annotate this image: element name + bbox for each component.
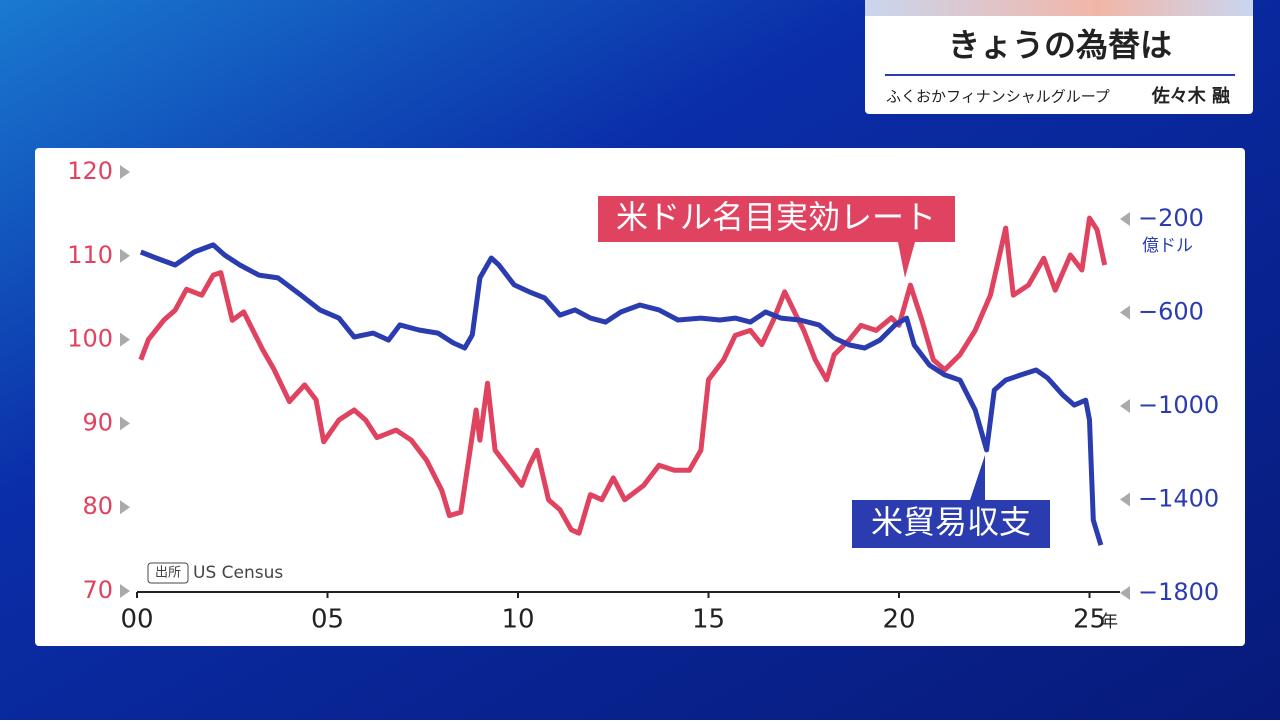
- legend-label: 米貿易収支: [871, 503, 1031, 541]
- y-tick-label: 100: [67, 325, 113, 353]
- y2-tick-label: −600: [1138, 298, 1204, 326]
- y-tick-label: 110: [67, 241, 113, 269]
- y-tick: [120, 332, 130, 347]
- plot: 00 05 10 15 20 25 70 80 90 100 110 120 −200 −600 −1000…: [67, 157, 1219, 635]
- y-tick: [120, 248, 130, 263]
- y2-tick-label: −1800: [1138, 578, 1219, 606]
- y-tick: [120, 416, 130, 431]
- source: US Census: [193, 563, 283, 583]
- legend-label: 米ドル名目実効レート: [616, 198, 936, 236]
- y-tick: [120, 500, 130, 515]
- x-tick-label: 15: [692, 605, 725, 635]
- y-tick-label: 80: [82, 492, 113, 520]
- y2-tick: [1120, 492, 1130, 507]
- x-tick-label: 10: [501, 605, 534, 635]
- y-tick: [120, 584, 130, 598]
- series-line: [138, 215, 1108, 536]
- x-tick-label: 00: [120, 605, 153, 635]
- series-line: [139, 242, 1104, 546]
- y2-tick-label: −1000: [1138, 391, 1219, 419]
- y2-tick-label: −200: [1138, 204, 1204, 232]
- x-tick-label: 25: [1073, 605, 1106, 635]
- y2-unit: 億ドル: [1142, 236, 1193, 256]
- source-tag-box: [147, 562, 189, 584]
- y-tick: [120, 165, 130, 179]
- header-strip: [865, 0, 1253, 16]
- source-tag: 出所: [155, 566, 181, 581]
- x-unit: 年: [1101, 612, 1118, 632]
- header-box: [865, 0, 1253, 114]
- y-tick-label: 90: [82, 408, 113, 436]
- x-tick-label: 05: [311, 605, 344, 635]
- header-title: きょうの為替は: [948, 26, 1172, 64]
- y2-tick: [1120, 212, 1130, 226]
- header-person: 佐々木 融: [1151, 85, 1230, 107]
- y2-tick-label: −1400: [1138, 485, 1219, 513]
- x-tick-label: 20: [882, 605, 915, 635]
- y2-tick: [1120, 305, 1130, 320]
- red-callout: [598, 196, 955, 278]
- blue-callout: [852, 455, 1050, 548]
- y2-tick: [1120, 586, 1130, 600]
- y2-tick: [1120, 399, 1130, 413]
- y-tick-label: 120: [67, 157, 113, 185]
- y-tick-label: 70: [82, 576, 113, 604]
- header-company: ふくおかフィナンシャルグループ: [886, 88, 1110, 106]
